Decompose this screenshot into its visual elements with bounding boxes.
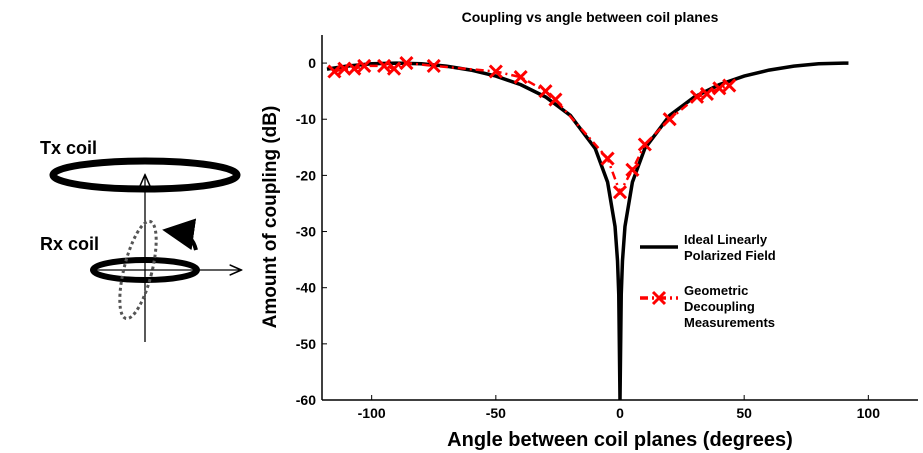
data-marker [548, 92, 563, 107]
x-tick-label: -100 [358, 405, 386, 421]
data-marker [612, 185, 628, 200]
data-marker [722, 78, 737, 93]
legend-marker [651, 290, 667, 306]
data-marker [357, 58, 372, 73]
plot-area [326, 56, 849, 400]
y-tick-label: -20 [296, 167, 316, 183]
data-marker [689, 89, 705, 104]
coil-diagram: Tx coil Rx coil [40, 138, 240, 342]
legend-label: Geometric Decoupling Measurements [684, 283, 776, 330]
y-tick-label: -10 [296, 111, 316, 127]
chart-title: Coupling vs angle between coil planes [462, 9, 719, 25]
x-tick-label: -50 [486, 405, 506, 421]
y-tick-label: 0 [308, 55, 316, 71]
y-tick-label: -40 [296, 280, 316, 296]
data-marker [426, 58, 441, 73]
data-marker [347, 61, 362, 76]
tx-coil [49, 157, 241, 193]
legend-label: Ideal Linearly Polarized Field [684, 232, 776, 263]
rx-label: Rx coil [40, 234, 99, 254]
x-tick-label: 50 [736, 405, 752, 421]
rx-coil [90, 257, 200, 283]
data-marker [712, 81, 727, 96]
data-marker [625, 162, 640, 177]
data-marker [488, 64, 503, 79]
tilted-rx-coil [118, 219, 158, 321]
data-marker [513, 70, 528, 85]
data-marker [399, 56, 414, 71]
data-marker [699, 86, 714, 102]
data-marker [637, 137, 652, 152]
y-tick-label: -30 [296, 224, 316, 240]
tx-label: Tx coil [40, 138, 97, 158]
data-marker [662, 112, 677, 127]
x-tick-label: 100 [857, 405, 881, 421]
data-marker [327, 64, 342, 79]
data-marker [386, 61, 402, 76]
series-line [334, 61, 730, 196]
data-marker [377, 58, 392, 73]
data-marker [600, 151, 615, 166]
y-axis-label: Amount of coupling (dB) [260, 106, 281, 329]
x-tick-label: 0 [616, 405, 624, 421]
rotation-arrow [162, 218, 198, 251]
y-tick-label: -60 [296, 392, 316, 408]
x-axis-label: Angle between coil planes (degrees) [447, 429, 793, 451]
y-tick-label: -50 [296, 336, 316, 352]
